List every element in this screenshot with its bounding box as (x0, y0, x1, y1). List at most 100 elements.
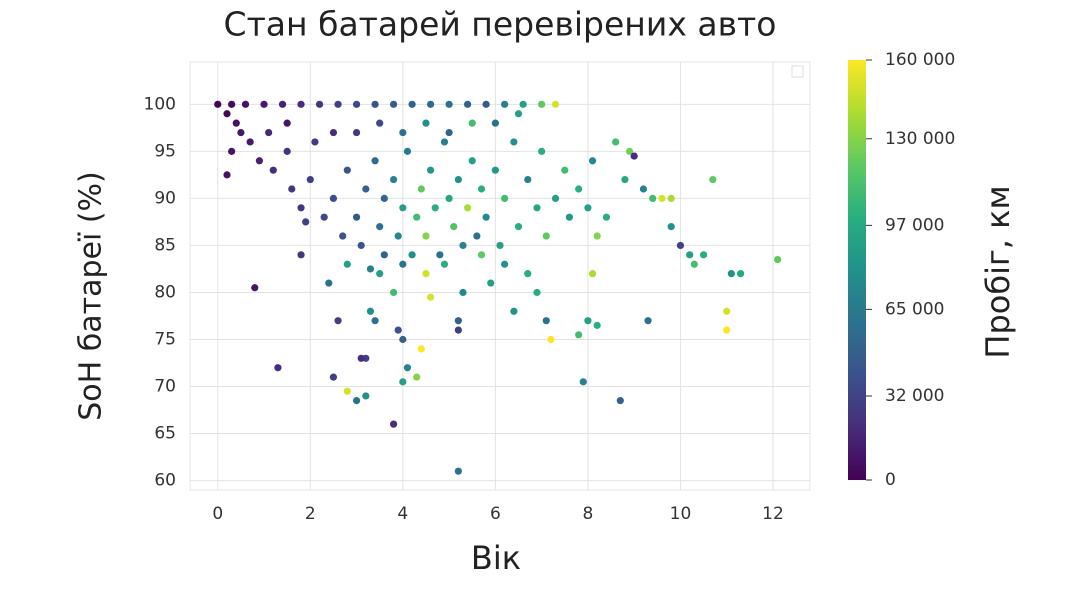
point (533, 288, 541, 297)
point (454, 175, 462, 184)
point (524, 270, 532, 278)
point (658, 194, 666, 202)
point (588, 270, 597, 278)
point (491, 119, 499, 127)
point (616, 397, 624, 405)
point (297, 204, 305, 212)
point (302, 218, 310, 226)
point (538, 147, 546, 155)
point (464, 100, 472, 108)
point (510, 138, 518, 146)
point (237, 128, 245, 137)
point (454, 326, 462, 334)
y-tick-label: 100 (144, 94, 176, 114)
point (413, 373, 421, 381)
point (325, 279, 333, 287)
point (510, 307, 518, 315)
point (667, 223, 675, 231)
point (389, 420, 398, 428)
point (306, 175, 314, 184)
colorbar-tick-label: 65 000 (885, 299, 944, 319)
point (561, 166, 569, 174)
point (352, 397, 361, 405)
point (228, 147, 236, 155)
point (413, 213, 421, 221)
point (468, 119, 476, 127)
chart-title: Стан батарей перевірених авто (224, 5, 777, 44)
point (736, 270, 745, 278)
point (288, 185, 296, 193)
point (602, 213, 611, 221)
point (417, 185, 425, 193)
point (274, 364, 282, 372)
point (644, 317, 652, 325)
point (464, 204, 472, 212)
point (329, 194, 338, 202)
x-axis-label: Вік (471, 539, 521, 577)
point (376, 119, 384, 127)
point (408, 251, 416, 259)
point (459, 241, 467, 250)
point (343, 387, 351, 395)
point (431, 204, 439, 212)
point (399, 335, 407, 344)
point (709, 175, 717, 184)
point (774, 255, 782, 264)
point (593, 232, 601, 240)
point (352, 128, 361, 137)
point (565, 213, 574, 221)
point (690, 260, 698, 268)
point (575, 331, 583, 339)
point (255, 157, 264, 165)
point (584, 317, 592, 325)
x-tick-label: 12 (762, 504, 784, 524)
y-tick-label: 75 (154, 329, 176, 349)
point (667, 194, 675, 202)
y-tick-label: 80 (154, 282, 176, 302)
point (283, 147, 291, 155)
point (362, 392, 370, 400)
point (352, 213, 361, 221)
point (422, 232, 430, 240)
point (389, 100, 398, 108)
y-tick-label: 95 (154, 141, 176, 161)
x-tick-label: 2 (305, 504, 316, 524)
point (223, 171, 231, 179)
point (232, 119, 240, 127)
point (260, 100, 268, 108)
point (473, 232, 481, 240)
y-tick-label: 60 (154, 471, 176, 491)
point (389, 175, 398, 184)
point (639, 185, 648, 193)
colorbar-tick-label: 0 (885, 470, 896, 490)
colorbar-tick-label: 160 000 (885, 50, 955, 70)
point (649, 194, 657, 202)
point (699, 251, 708, 259)
point (588, 157, 597, 165)
point (366, 265, 375, 273)
point (445, 128, 453, 137)
point (454, 467, 462, 475)
point (422, 270, 430, 278)
y-tick-label: 90 (154, 188, 176, 208)
point (584, 204, 592, 212)
point (422, 119, 430, 127)
point (371, 317, 379, 325)
point (496, 241, 504, 250)
point (357, 354, 365, 362)
point (343, 166, 351, 174)
x-tick-label: 4 (397, 504, 408, 524)
point (417, 345, 425, 353)
point (445, 194, 453, 202)
legend-box (791, 65, 804, 78)
point (727, 270, 735, 278)
point (547, 335, 555, 344)
point (352, 100, 361, 108)
y-tick-label: 70 (154, 377, 176, 397)
point (241, 100, 250, 108)
y-tick-label: 85 (154, 235, 176, 255)
point (579, 378, 587, 386)
point (723, 307, 731, 315)
x-tick-label: 8 (582, 504, 593, 524)
point (380, 251, 388, 259)
